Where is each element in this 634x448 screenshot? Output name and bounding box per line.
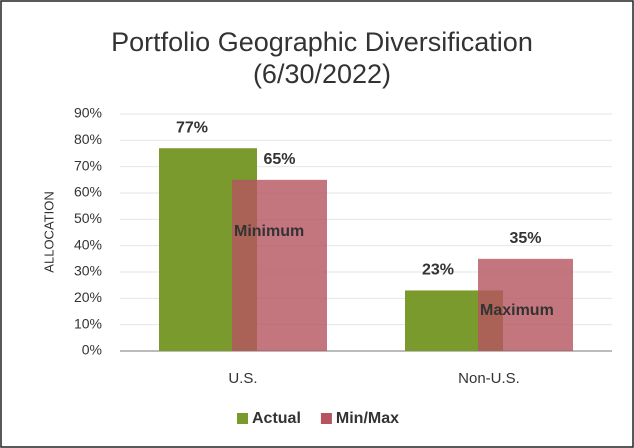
y-tick-label: 10% <box>74 315 102 331</box>
y-tick-label: 50% <box>74 210 102 226</box>
bar <box>478 258 573 351</box>
data-label: 35% <box>509 230 541 247</box>
x-tick-label: Non-U.S. <box>458 370 520 387</box>
y-tick-label: 40% <box>74 236 102 252</box>
data-label: 77% <box>176 119 208 136</box>
legend-swatch <box>320 413 332 424</box>
y-axis-label: ALLOCATION <box>41 191 56 272</box>
bar <box>232 179 327 351</box>
legend-label: Actual <box>252 410 301 427</box>
chart-title: Portfolio Geographic Diversification <box>111 27 533 57</box>
x-tick-label: U.S. <box>228 370 257 387</box>
data-label: 23% <box>422 262 454 279</box>
data-label: 65% <box>263 151 295 168</box>
legend-label: Min/Max <box>336 410 399 427</box>
y-tick-label: 80% <box>74 131 102 147</box>
chart-title: (6/30/2022) <box>253 59 391 89</box>
annotation: Minimum <box>234 223 304 240</box>
y-tick-label: 70% <box>74 157 102 173</box>
y-tick-label: 60% <box>74 184 102 200</box>
y-tick-label: 0% <box>82 342 102 358</box>
legend-swatch <box>237 413 248 424</box>
annotation: Maximum <box>480 302 554 319</box>
y-tick-label: 20% <box>74 289 102 305</box>
y-tick-label: 30% <box>74 263 102 279</box>
y-tick-label: 90% <box>74 105 102 121</box>
